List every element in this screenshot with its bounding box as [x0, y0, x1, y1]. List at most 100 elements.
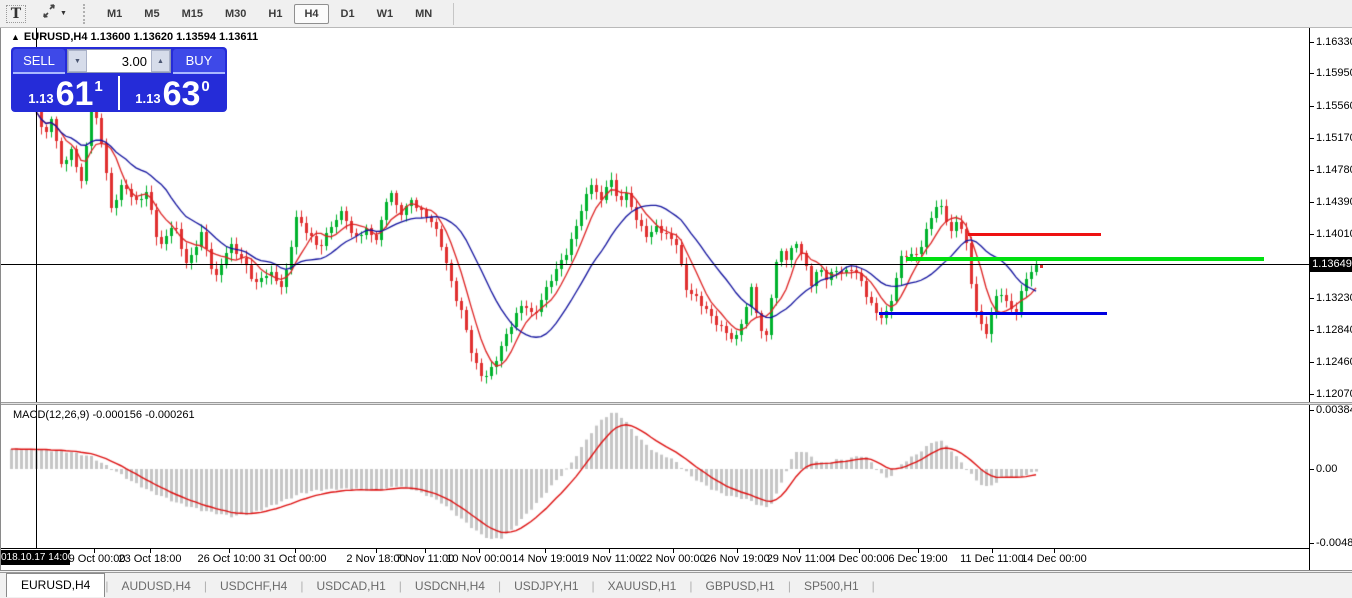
price-axis-tick	[1310, 138, 1314, 139]
tab-separator: |	[398, 578, 402, 593]
time-axis-label: 2 Nov 18:00	[346, 553, 406, 565]
current-level-line[interactable]	[906, 257, 1264, 261]
time-axis[interactable]: 018.10.17 14:00 19 Oct 00:00 23 Oct 18:00…	[1, 548, 1352, 570]
panel-splitter[interactable]	[1, 402, 1352, 405]
tab-usdjpy-h1[interactable]: USDJPY,H1	[514, 578, 579, 593]
time-axis-tick	[425, 549, 426, 553]
macd-indicator-label: MACD(12,26,9) -0.000156 -0.000261	[13, 409, 195, 421]
tab-separator: |	[105, 578, 109, 593]
timeframe-m15[interactable]: M15	[181, 7, 203, 20]
time-axis-label: 14 Nov 19:00	[512, 553, 578, 565]
volume-decrease-button[interactable]: ▼	[68, 50, 87, 72]
text-tool-button[interactable]: T	[3, 3, 29, 25]
price-axis[interactable]: 1.13649 1.16330 1.15950 1.15560 1.15170 1.14…	[1309, 28, 1352, 570]
time-axis-tick	[799, 549, 800, 553]
timeframe-m30[interactable]: M30	[224, 7, 247, 20]
price-axis-label: 1.15560	[1316, 100, 1352, 112]
buy-price-pipette: 0	[201, 78, 210, 95]
chart-window: ▲ EURUSD,H4 1.13600 1.13620 1.13594 1.136…	[0, 28, 1352, 571]
text-tool-icon: T	[5, 4, 27, 23]
time-axis-label: 10 Nov 00:00	[446, 553, 512, 565]
time-axis-label: 11 Dec 11:00	[960, 553, 1024, 565]
timeframe-w1[interactable]: W1	[376, 7, 394, 20]
time-axis-label: 4 Dec 00:00	[829, 553, 889, 565]
macd-canvas[interactable]	[1, 405, 1309, 548]
price-axis-label: 1.12070	[1316, 388, 1352, 400]
time-axis-label: 14 Dec 00:00	[1021, 553, 1087, 565]
buy-price-display[interactable]: 1.13 63 0	[120, 76, 225, 111]
support-line[interactable]	[879, 312, 1107, 315]
time-axis-label: 19 Oct 00:00	[62, 553, 126, 565]
macd-indicator-panel[interactable]: MACD(12,26,9) -0.000156 -0.000261	[1, 405, 1309, 548]
price-axis-label: 1.14780	[1316, 164, 1352, 176]
volume-increase-button[interactable]: ▲	[151, 50, 170, 72]
time-axis-label: 6 Dec 19:00	[888, 553, 948, 565]
price-axis-tick	[1310, 202, 1314, 203]
price-axis-tick	[1310, 298, 1314, 299]
tab-separator: |	[203, 578, 207, 593]
macd-axis-tick	[1310, 469, 1314, 470]
crosshair-vertical-line	[36, 28, 37, 548]
tab-eurusd-h4[interactable]: EURUSD,H4	[6, 572, 106, 597]
time-axis-label: 7 Nov 11:00	[395, 553, 455, 565]
timeframe-h4[interactable]: H4	[294, 3, 329, 24]
sell-button[interactable]: SELL	[13, 49, 65, 74]
price-axis-tick	[1310, 42, 1314, 43]
timeframe-bar: M1 M5 M15 M30 H1 H4 D1 W1 MN	[96, 0, 443, 28]
time-axis-tick	[545, 549, 546, 553]
buy-price-prefix: 1.13	[135, 91, 161, 106]
chart-title-text: EURUSD,H4 1.13600 1.13620 1.13594 1.1361…	[23, 31, 259, 43]
arrow-objects-button[interactable]: ▼	[35, 3, 73, 25]
sell-price-prefix: 1.13	[28, 91, 54, 106]
time-axis-tick	[150, 549, 151, 553]
tab-separator: |	[689, 578, 693, 593]
tab-gbpusd-h1[interactable]: GBPUSD,H1	[705, 578, 775, 593]
tab-usdchf-h4[interactable]: USDCHF,H4	[219, 578, 288, 593]
tab-sp500-h1[interactable]: SP500,H1	[803, 578, 859, 593]
time-axis-label: 19 Nov 11:00	[576, 553, 642, 565]
volume-input[interactable]: 3.00	[121, 54, 147, 69]
price-axis-tick	[1310, 362, 1314, 363]
toolbar-grip	[83, 3, 88, 24]
triangle-up-icon: ▲	[11, 32, 20, 42]
tab-usdcad-h1[interactable]: USDCAD,H1	[316, 578, 386, 593]
macd-axis-label: 0.00	[1316, 463, 1338, 475]
sell-price-display[interactable]: 1.13 61 1	[13, 76, 118, 111]
tab-separator: |	[497, 578, 502, 593]
price-axis-label: 1.14390	[1316, 196, 1352, 208]
buy-button[interactable]: BUY	[173, 49, 225, 74]
chart-tab-bar: EURUSD,H4 | AUDUSD,H4 | USDCHF,H4 | USDCAD,H1 |…	[0, 572, 1352, 598]
timeframe-d1[interactable]: D1	[340, 7, 355, 20]
price-axis-label: 1.12460	[1316, 356, 1352, 368]
time-axis-tick	[737, 549, 738, 553]
price-axis-label: 1.15170	[1316, 132, 1352, 144]
macd-axis-label: 0.003847	[1316, 404, 1352, 416]
dropdown-caret-icon: ▼	[60, 10, 67, 17]
tab-usdcnh-h4[interactable]: USDCNH,H4	[414, 578, 485, 593]
timeframe-mn[interactable]: MN	[415, 7, 433, 20]
time-axis-label: 23 Oct 18:00	[118, 553, 182, 565]
time-axis-label: 26 Nov 19:00	[704, 553, 770, 565]
macd-axis-tick	[1310, 543, 1314, 544]
price-axis-label: 1.16330	[1316, 36, 1352, 48]
timeframe-h1[interactable]: H1	[268, 7, 283, 20]
time-axis-tick	[992, 549, 993, 553]
price-axis-tick	[1310, 394, 1314, 395]
timeframe-m1[interactable]: M1	[107, 7, 123, 20]
price-axis-label: 1.14010	[1316, 228, 1352, 240]
price-axis-tick	[1310, 234, 1314, 235]
price-chart-area[interactable]: ▲ EURUSD,H4 1.13600 1.13620 1.13594 1.136…	[1, 28, 1309, 402]
tab-separator: |	[787, 578, 791, 593]
time-axis-tick	[229, 549, 230, 553]
timeframe-m5[interactable]: M5	[144, 7, 160, 20]
time-axis-label: 22 Nov 00:00	[640, 553, 706, 565]
tab-xauusd-h1[interactable]: XAUUSD,H1	[607, 578, 677, 593]
tab-audusd-h4[interactable]: AUDUSD,H4	[121, 578, 191, 593]
resistance-line[interactable]	[968, 233, 1101, 236]
macd-axis-tick	[1310, 410, 1314, 411]
time-axis-tick	[1054, 549, 1055, 553]
macd-axis-label: -0.004856	[1316, 537, 1352, 549]
crosshair-date-label: 018.10.17 14:00	[1, 550, 70, 565]
price-axis-label: 1.13230	[1316, 292, 1352, 304]
time-axis-tick	[376, 549, 377, 553]
